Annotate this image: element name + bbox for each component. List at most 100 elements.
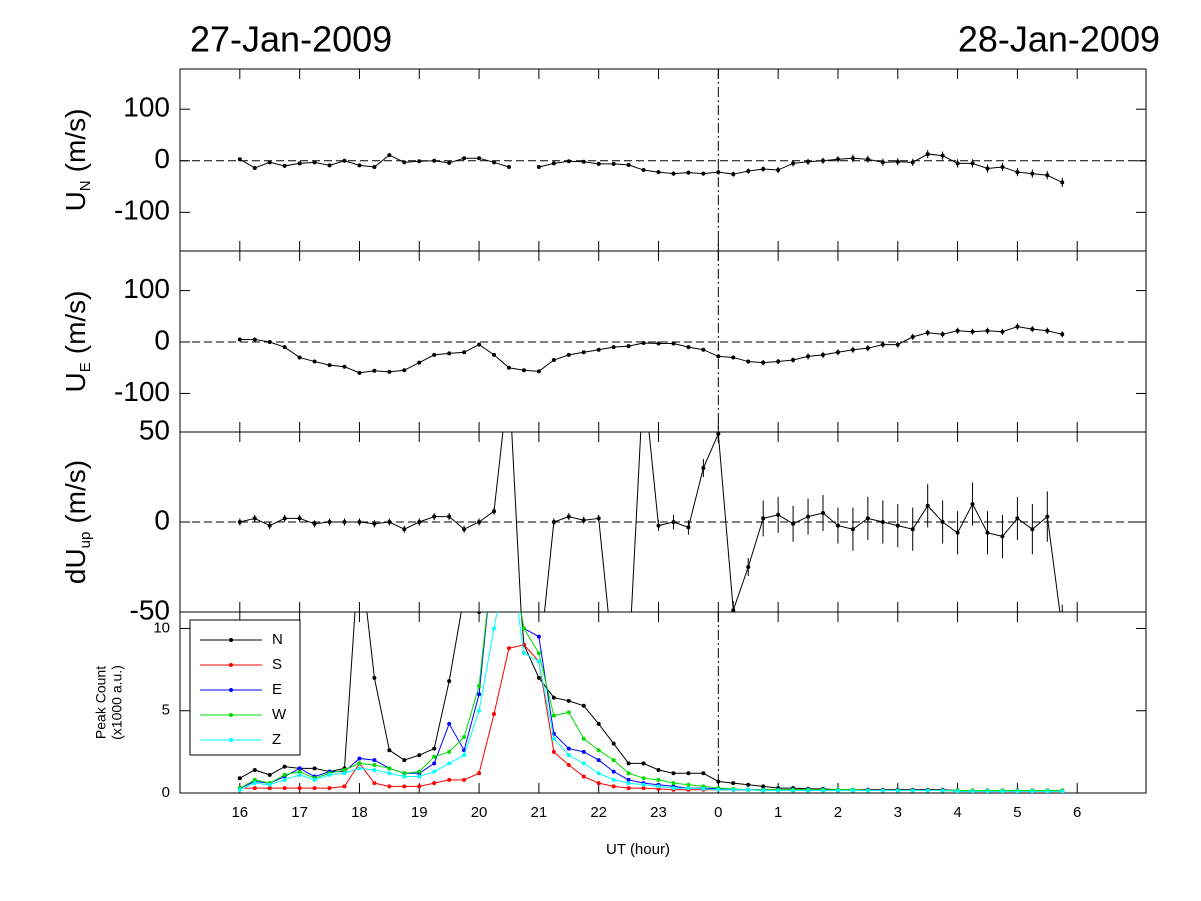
data-point [910,334,915,339]
data-point [761,516,766,521]
data-point [686,170,691,175]
data-point [701,347,706,352]
y-tick-label: -100 [114,195,170,226]
data-point [432,781,437,786]
data-point [237,337,242,342]
data-point [910,788,915,793]
data-point [267,523,272,528]
data-point [656,777,661,782]
data-point [447,160,452,165]
data-point [626,786,631,791]
data-point [835,523,840,528]
y-label-main: U [60,191,91,211]
data-point [821,158,826,163]
data-point [462,594,466,598]
data-point [387,766,392,771]
data-point [282,345,287,350]
data-point [492,462,496,466]
x-tick-label: 0 [714,804,722,821]
data-point [492,509,497,514]
data-point [791,521,796,526]
data-point [536,651,541,656]
data-point [761,788,766,793]
data-point [507,544,511,548]
data-point [357,761,362,766]
y-tick-label: -50 [130,594,170,625]
data-point [671,781,676,786]
data-point [880,520,885,524]
data-point [746,359,751,364]
data-point [716,354,721,359]
y-axis-label: dUup (m/s) [60,460,94,584]
data-point [477,342,482,347]
data-point [596,721,601,726]
y-tick-label: 100 [123,273,170,304]
data-point [955,328,960,333]
data-point [925,152,930,157]
data-point [716,170,721,175]
data-point [776,359,781,364]
data-point [477,692,482,697]
x-tick-label: 3 [894,804,902,821]
data-point [686,771,691,776]
data-point [955,789,960,793]
data-point [417,520,422,524]
data-point [282,772,287,777]
data-point [895,788,900,793]
data-point [282,163,287,168]
data-point [551,736,556,741]
data-point [432,746,437,751]
data-point [716,432,721,436]
y-tick-label: 0 [154,504,170,535]
data-point [551,749,556,754]
data-point [865,516,870,521]
data-point [462,753,467,758]
data-point [357,766,362,771]
data-point [895,342,900,347]
data-point [955,530,960,535]
data-point [970,161,975,166]
data-point [566,514,571,519]
data-point [432,514,437,519]
data-point [462,350,467,355]
data-point [312,521,317,526]
data-point [641,341,646,346]
data-point [1015,324,1020,329]
data-point [402,527,407,532]
data-point [641,782,646,787]
data-point [252,516,257,521]
data-point [507,462,511,466]
data-point [746,565,751,569]
data-point [342,767,347,772]
data-point [477,708,482,713]
data-point [835,788,840,793]
data-point [372,763,377,768]
x-tick-label: 2 [834,804,842,821]
data-point [1000,329,1005,334]
data-point [821,352,826,357]
data-point [387,369,392,374]
y-tick-label: 50 [139,414,170,445]
data-point [357,544,361,548]
data-point [626,781,631,786]
data-point [447,749,452,754]
x-tick-label: 5 [1013,804,1021,821]
series-line [239,612,1063,792]
data-point [1000,534,1005,539]
data-point [596,347,601,352]
x-tick-label: 1 [774,804,782,821]
data-point [731,781,736,786]
data-point [716,779,721,784]
data-point [776,512,781,517]
data-point [312,359,317,364]
data-point [566,352,571,357]
data-point [521,368,526,373]
data-point [970,502,975,506]
data-point [1015,789,1020,793]
data-point [865,346,870,351]
data-point [611,741,616,746]
data-point [970,329,975,334]
legend-marker [229,738,233,742]
data-point [417,360,422,365]
data-point [880,160,885,165]
